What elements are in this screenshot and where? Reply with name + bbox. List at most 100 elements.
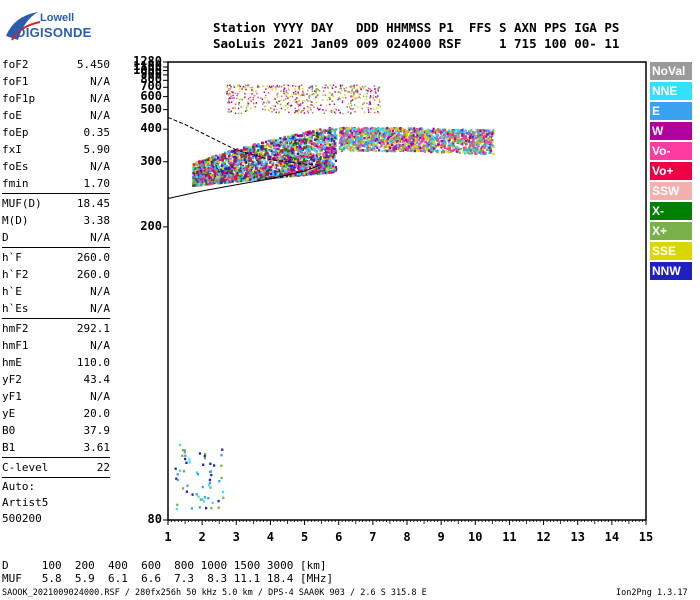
echo-point [199, 166, 202, 169]
echo-point [213, 175, 216, 178]
echo-point [397, 131, 400, 135]
echo-point [289, 174, 292, 178]
echo-point [227, 170, 230, 174]
echo-point [295, 98, 297, 101]
echo-point [191, 493, 194, 496]
echo-point [266, 85, 268, 87]
echo-point [387, 132, 390, 135]
echo-point [368, 138, 371, 141]
echo-point [302, 94, 304, 96]
echo-point [314, 138, 317, 141]
echo-point [316, 94, 318, 97]
echo-point [265, 150, 268, 153]
station-header-values: SaoLuis 2021 Jan09 009 024000 RSF 1 715 … [213, 36, 620, 51]
echo-point [269, 176, 272, 179]
echo-point [276, 138, 279, 142]
echo-point [327, 150, 330, 154]
echo-point [308, 97, 310, 99]
echo-point [354, 110, 356, 113]
echo-point [325, 154, 328, 157]
param-row: h`E N/A [2, 283, 110, 300]
echo-point [475, 146, 478, 150]
y-tick-label: 800 [140, 72, 162, 87]
param-name: h`F2 [2, 268, 29, 281]
echo-point [283, 84, 285, 86]
echo-point [347, 102, 350, 105]
echo-point [489, 151, 492, 154]
echo-point [402, 145, 405, 148]
echo-point [265, 177, 268, 180]
echo-point [317, 153, 320, 156]
echo-point [254, 106, 257, 108]
echo-point [467, 149, 470, 153]
echo-point [373, 139, 376, 142]
echo-point [221, 170, 224, 173]
echo-point [250, 100, 252, 103]
echo-point [251, 89, 253, 91]
echo-point [305, 148, 308, 152]
echo-point [334, 108, 337, 110]
echo-point [286, 150, 289, 153]
echo-point [214, 156, 217, 159]
echo-point [300, 94, 303, 96]
echo-point [270, 139, 273, 143]
echo-point [327, 96, 330, 99]
echo-point [345, 90, 347, 92]
echo-point [421, 134, 424, 137]
echo-point [227, 174, 230, 177]
echo-point [344, 132, 347, 135]
echo-point [301, 169, 304, 172]
echo-point [442, 143, 445, 147]
echo-point [313, 159, 316, 162]
echo-point [457, 129, 460, 132]
echo-point [468, 133, 471, 136]
echo-point [244, 164, 247, 168]
echo-point [219, 168, 223, 172]
echo-point [181, 449, 185, 452]
echo-point [193, 181, 196, 184]
echo-point [273, 170, 276, 173]
echo-point [221, 159, 224, 162]
echo-point [344, 89, 346, 92]
echo-point [239, 166, 242, 170]
echo-point [324, 94, 326, 97]
echo-point [399, 127, 402, 130]
legend-item-vo-plus: Vo+ [650, 162, 692, 180]
echo-point [413, 149, 416, 153]
echo-point [369, 90, 372, 93]
echo-point [211, 501, 214, 504]
echo-point [451, 145, 454, 148]
scaled-parameters-panel: foF2 5.450 foF1 N/A foF1p N/A foE N/A foEp 0.35 fx… [2, 56, 110, 527]
echo-point [302, 102, 304, 104]
echo-point [313, 142, 316, 146]
echo-point [241, 172, 244, 175]
echo-point [244, 93, 246, 95]
echo-point [209, 168, 212, 172]
echo-point [269, 169, 272, 172]
echo-point [200, 183, 203, 186]
y-tick-label: 1100 [133, 58, 162, 73]
legend-item-x-plus: X+ [650, 222, 692, 240]
echo-point [429, 148, 432, 151]
echo-point [271, 89, 273, 91]
echo-point [198, 506, 201, 509]
echo-point [338, 141, 341, 144]
echo-point [222, 155, 225, 158]
echo-point [294, 173, 297, 177]
echo-point [260, 160, 263, 164]
echo-point [406, 135, 409, 138]
echo-point [429, 130, 432, 133]
echo-point [421, 132, 424, 136]
echo-point [337, 91, 340, 93]
legend-item-nnw: NNW [650, 262, 692, 280]
echo-point [365, 141, 368, 144]
echo-point [322, 154, 325, 157]
param-value: 260.0 [76, 268, 110, 281]
echo-point [270, 166, 273, 169]
echo-point [271, 153, 274, 157]
echo-point [485, 138, 488, 142]
echo-point [366, 102, 368, 105]
echo-point [476, 143, 479, 146]
echo-point [370, 89, 373, 92]
echo-point [215, 175, 218, 179]
